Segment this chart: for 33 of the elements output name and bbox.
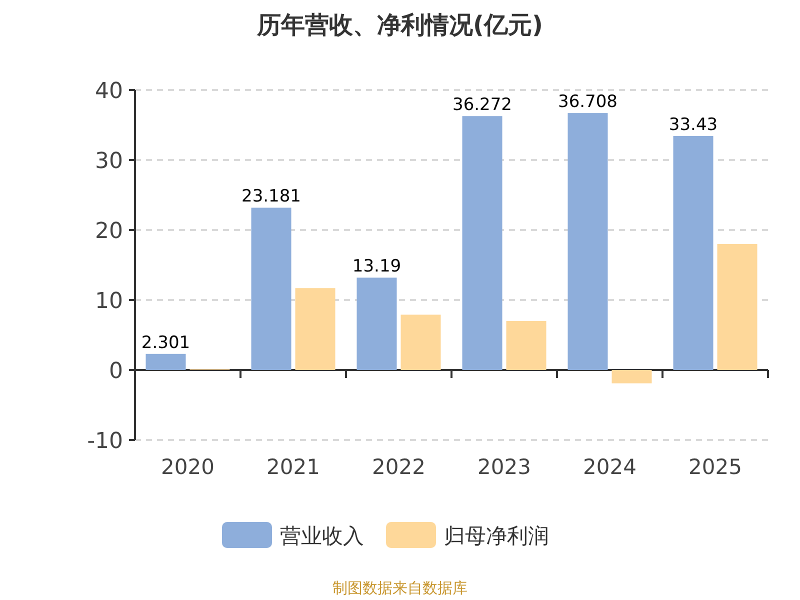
data-label: 36.708 xyxy=(558,92,618,112)
bar xyxy=(295,288,336,370)
y-tick-label: 40 xyxy=(95,79,123,104)
y-tick-label: 20 xyxy=(95,219,123,244)
x-tick-label: 2023 xyxy=(478,455,531,479)
x-tick-label: 2022 xyxy=(372,455,426,479)
legend-label: 营业收入 xyxy=(280,524,364,548)
data-label: 33.43 xyxy=(668,114,718,135)
text: 制图数据来自数据库 xyxy=(332,579,468,597)
bar xyxy=(462,116,502,370)
chart-title: 历年营收、净利情况(亿元) xyxy=(256,11,543,39)
bar xyxy=(146,354,186,370)
legend-label: 归母净利润 xyxy=(444,524,549,548)
bar xyxy=(673,136,714,370)
x-tick-label: 2021 xyxy=(266,455,320,479)
y-tick-label: 10 xyxy=(95,289,123,314)
y-tick-label: 30 xyxy=(95,149,123,174)
bar xyxy=(506,321,546,370)
bar xyxy=(251,208,292,370)
x-tick-label: 2024 xyxy=(583,455,636,479)
bar xyxy=(400,314,441,370)
y-tick-label: -10 xyxy=(87,429,123,454)
bar xyxy=(568,113,608,370)
bar xyxy=(717,244,758,370)
y-tick-label: 0 xyxy=(109,359,123,384)
data-label: 2.301 xyxy=(141,332,190,353)
bar xyxy=(356,278,397,370)
data-label: 23.181 xyxy=(242,186,301,207)
x-tick-label: 2020 xyxy=(161,455,214,479)
bar xyxy=(612,370,652,384)
data-label: 36.272 xyxy=(452,95,512,116)
x-tick-label: 2025 xyxy=(688,455,742,479)
data-label: 13.19 xyxy=(352,256,402,277)
